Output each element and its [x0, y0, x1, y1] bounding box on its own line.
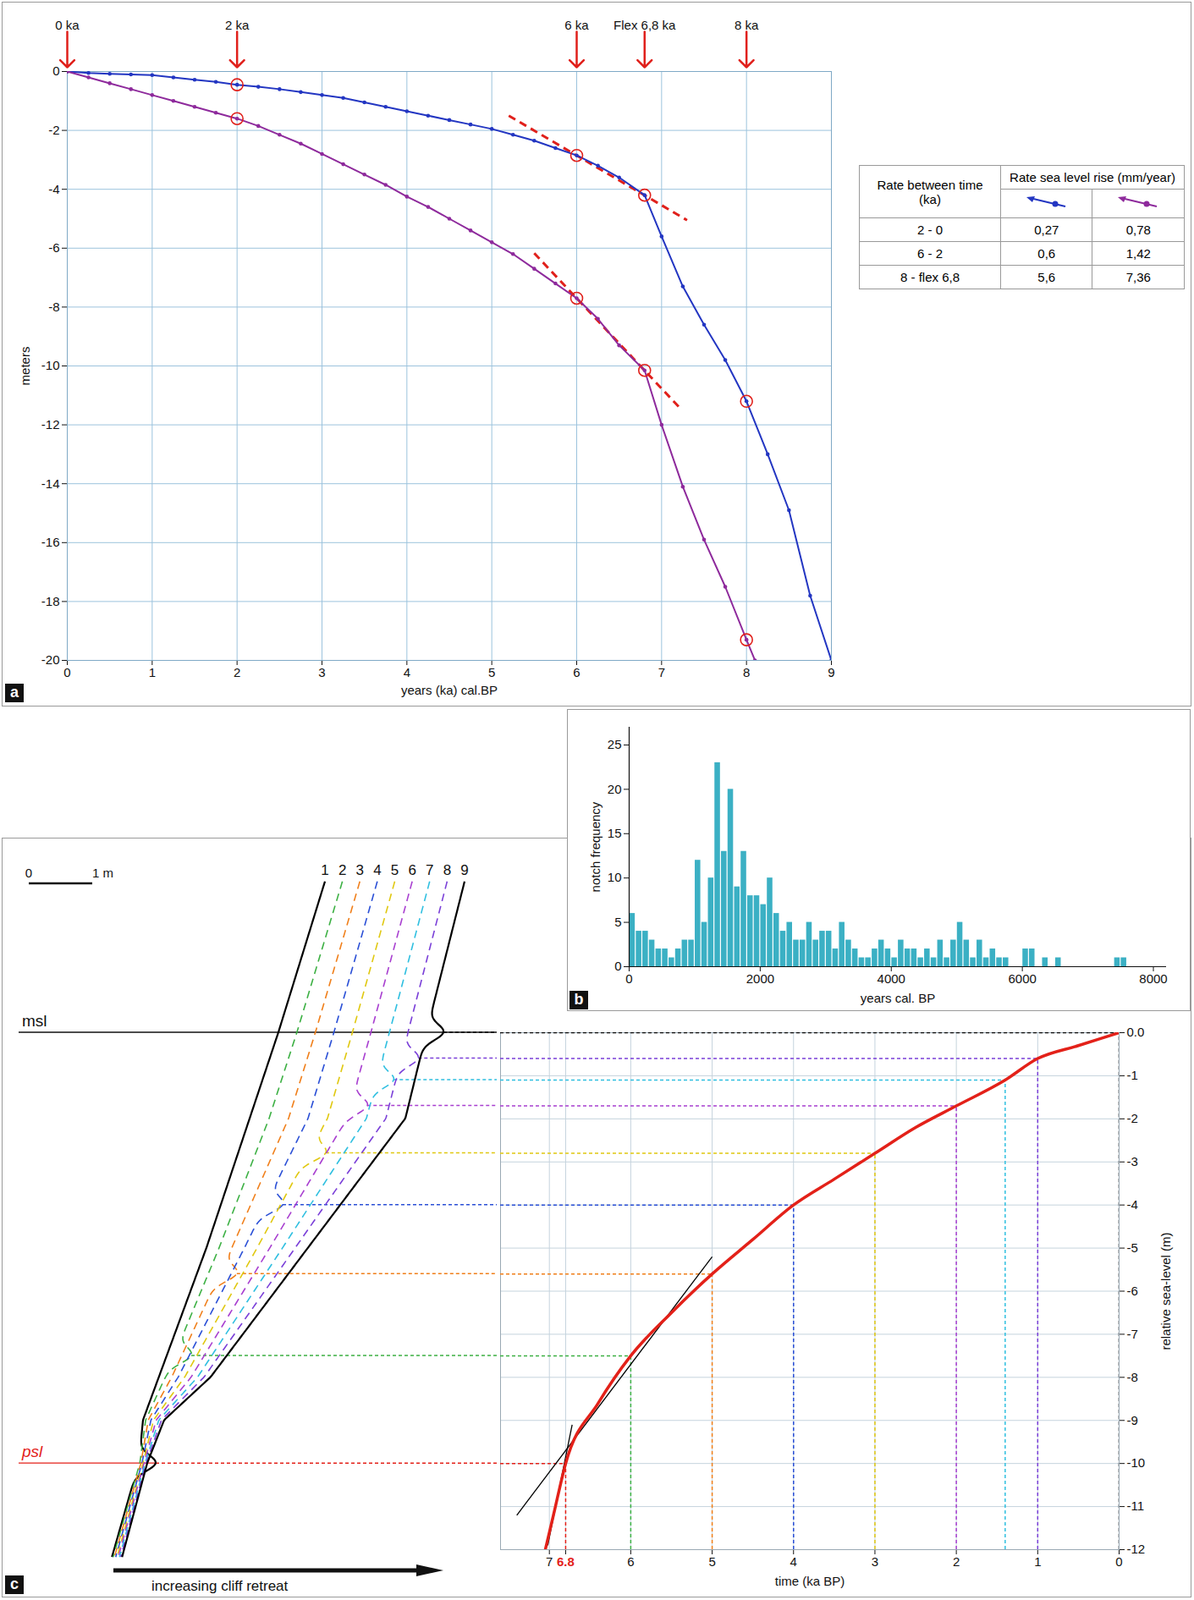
- svg-text:-5: -5: [1127, 1240, 1139, 1255]
- html-text:Rate sea level rise (mm/year): Rate sea level rise (mm/year): [1009, 170, 1176, 185]
- html-text:1,42: 1,42: [1125, 246, 1151, 261]
- svg-text:2000: 2000: [746, 971, 775, 986]
- svg-text:-6: -6: [1127, 1283, 1139, 1299]
- svg-text:3: 3: [318, 665, 325, 680]
- svg-text:6: 6: [572, 665, 580, 680]
- svg-text:-10: -10: [1127, 1455, 1146, 1470]
- svg-text:15: 15: [607, 825, 622, 841]
- svg-text:-18: -18: [41, 594, 61, 609]
- svg-text:notch frequency: notch frequency: [588, 801, 603, 892]
- html-text:c: c: [10, 1575, 19, 1593]
- svg-text:increasing cliff retreat: increasing cliff retreat: [151, 1578, 289, 1595]
- svg-text:-16: -16: [41, 534, 61, 550]
- svg-text:6.8: 6.8: [556, 1554, 575, 1569]
- svg-text:5: 5: [488, 665, 496, 680]
- svg-text:4000: 4000: [877, 971, 906, 986]
- svg-text:25: 25: [607, 737, 622, 752]
- svg-text:20: 20: [607, 781, 622, 797]
- svg-text:years cal. BP: years cal. BP: [860, 990, 936, 1006]
- svg-text:-2: -2: [48, 122, 60, 138]
- svg-text:Flex 6,8 ka: Flex 6,8 ka: [613, 17, 677, 33]
- svg-text:9: 9: [460, 862, 468, 879]
- html-text:6 - 2: 6 - 2: [917, 246, 943, 261]
- svg-text:0: 0: [25, 865, 33, 881]
- svg-text:6000: 6000: [1007, 971, 1036, 986]
- svg-text:-14: -14: [41, 476, 61, 491]
- svg-text:-4: -4: [1127, 1197, 1139, 1212]
- html-text:0,27: 0,27: [1034, 222, 1059, 237]
- svg-text:1 m: 1 m: [92, 865, 114, 881]
- svg-text:0.0: 0.0: [1127, 1024, 1145, 1040]
- svg-text:-4: -4: [48, 181, 60, 197]
- svg-text:7: 7: [545, 1554, 553, 1569]
- svg-text:0: 0: [625, 971, 633, 986]
- svg-text:1: 1: [148, 665, 156, 680]
- svg-text:-1: -1: [1127, 1067, 1139, 1083]
- svg-text:-10: -10: [41, 357, 61, 373]
- svg-text:meters: meters: [17, 346, 33, 386]
- svg-text:10: 10: [607, 869, 622, 885]
- html-text:2 - 0: 2 - 0: [917, 222, 943, 237]
- svg-text:relative sea-level (m): relative sea-level (m): [1158, 1232, 1173, 1350]
- svg-text:-12: -12: [1127, 1541, 1146, 1557]
- svg-text:3: 3: [356, 862, 364, 879]
- html-text:7,36: 7,36: [1125, 269, 1151, 285]
- html-text:Rate between time (ka): Rate between time (ka): [877, 177, 983, 207]
- svg-text:-7: -7: [1127, 1326, 1139, 1342]
- svg-text:8: 8: [443, 862, 452, 879]
- svg-text:-6: -6: [48, 240, 60, 255]
- svg-text:1: 1: [1034, 1554, 1041, 1569]
- svg-text:6: 6: [627, 1554, 634, 1569]
- svg-text:2: 2: [338, 862, 347, 879]
- svg-text:0: 0: [614, 958, 622, 974]
- html-text:0,78: 0,78: [1125, 222, 1151, 237]
- svg-text:-11: -11: [1127, 1498, 1145, 1514]
- svg-text:0: 0: [52, 63, 60, 78]
- svg-text:4: 4: [403, 665, 411, 680]
- svg-text:-9: -9: [1127, 1413, 1139, 1428]
- svg-text:4: 4: [790, 1554, 798, 1569]
- svg-text:8 ka: 8 ka: [734, 17, 760, 33]
- svg-text:9: 9: [827, 665, 835, 680]
- svg-text:time (ka BP): time (ka BP): [775, 1573, 846, 1589]
- svg-text:3: 3: [871, 1554, 879, 1569]
- svg-text:psl: psl: [21, 1442, 44, 1461]
- svg-text:-2: -2: [1127, 1111, 1139, 1126]
- svg-text:7: 7: [425, 862, 434, 879]
- html-text:a: a: [10, 683, 19, 701]
- svg-text:2: 2: [233, 665, 241, 680]
- svg-text:5: 5: [708, 1554, 716, 1569]
- svg-text:7: 7: [658, 665, 666, 680]
- svg-text:years (ka) cal.BP: years (ka) cal.BP: [401, 682, 498, 698]
- svg-text:0 ka: 0 ka: [55, 17, 80, 33]
- svg-text:1: 1: [320, 862, 329, 879]
- html-text:b: b: [574, 990, 584, 1008]
- svg-text:5: 5: [614, 914, 622, 930]
- svg-text:6 ka: 6 ka: [564, 17, 589, 33]
- svg-text:8: 8: [742, 665, 750, 680]
- svg-text:4: 4: [373, 862, 381, 879]
- svg-text:-8: -8: [48, 299, 60, 314]
- svg-text:8000: 8000: [1138, 971, 1167, 986]
- svg-text:6: 6: [407, 862, 416, 879]
- svg-text:2 ka: 2 ka: [225, 17, 250, 33]
- svg-text:msl: msl: [22, 1012, 48, 1030]
- svg-text:0: 0: [1115, 1554, 1123, 1569]
- html-text:0,6: 0,6: [1037, 246, 1056, 261]
- svg-text:2: 2: [952, 1554, 960, 1569]
- html-text:8 - flex 6,8: 8 - flex 6,8: [900, 269, 960, 285]
- svg-text:5: 5: [390, 862, 399, 879]
- html-text:5,6: 5,6: [1037, 269, 1056, 285]
- svg-text:-12: -12: [41, 417, 61, 432]
- svg-text:0: 0: [63, 665, 71, 680]
- svg-text:-20: -20: [41, 652, 61, 667]
- svg-text:-3: -3: [1127, 1154, 1139, 1169]
- svg-text:-8: -8: [1127, 1370, 1139, 1385]
